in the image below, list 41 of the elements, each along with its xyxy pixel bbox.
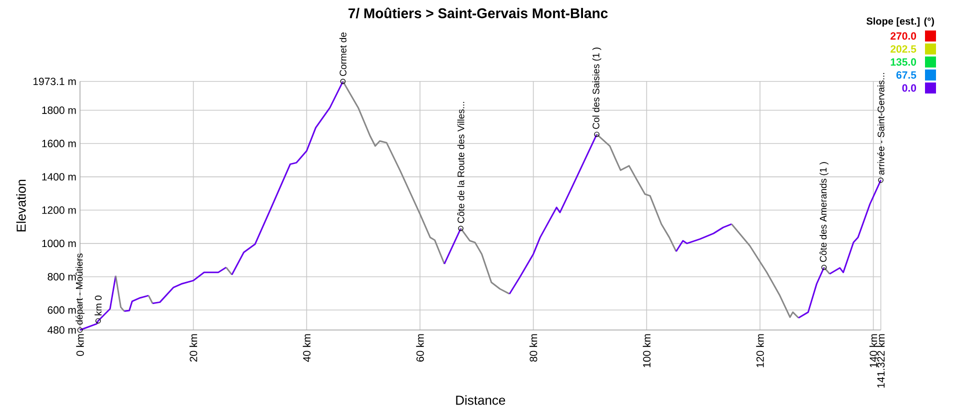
chart-title: 7/ Moûtiers > Saint-Gervais Mont-Blanc xyxy=(348,8,608,18)
y-tick-label: 600 m xyxy=(48,306,76,314)
line-series xyxy=(730,223,800,319)
text: 202.5 xyxy=(890,45,916,53)
line-series xyxy=(152,266,227,304)
y-tick-label: 1200 m xyxy=(42,206,76,214)
y-axis-title: Elevation xyxy=(16,180,26,232)
y-tick-label: 480 m xyxy=(48,326,76,334)
x-tick-label: 20 km xyxy=(189,334,198,362)
line-series xyxy=(342,80,446,265)
text: 67.5 xyxy=(896,71,916,79)
x-tick-label: 140 km xyxy=(869,334,878,368)
y-tick-label: 1000 m xyxy=(42,240,76,248)
y-tick-label: 1973.1 m xyxy=(33,78,76,86)
text: 0.0 xyxy=(902,84,916,92)
y-tick-label: 1600 m xyxy=(42,140,76,148)
x-tick-label: 141.322 km xyxy=(876,334,885,388)
text: 270.0 xyxy=(890,32,916,40)
y-tick-label: 1400 m xyxy=(42,173,76,181)
y-tick-label: 800 m xyxy=(48,273,76,280)
x-axis-title: Distance xyxy=(456,395,506,405)
line-series xyxy=(596,134,677,252)
x-tick-label: 0 km xyxy=(76,334,84,356)
annotation: arrivée - Saint-Gervais... xyxy=(877,73,884,175)
annotation: km 0 xyxy=(94,296,102,316)
x-tick-label: 100 km xyxy=(642,334,651,368)
annotation: Côte de la Route des Villes... xyxy=(457,102,464,223)
x-tick-label: 60 km xyxy=(416,334,424,362)
annotation: Cormet de xyxy=(339,32,346,76)
x-tick-label: 120 km xyxy=(756,334,764,368)
x-tick-label: 80 km xyxy=(529,334,538,362)
line-series xyxy=(460,228,510,295)
line-series xyxy=(123,294,150,312)
text: 135.0 xyxy=(890,58,916,66)
line-series xyxy=(675,223,732,252)
annotation: Col des Saisies (1 ) xyxy=(592,48,602,129)
x-tick-label: 40 km xyxy=(302,334,311,362)
annotation: départ - Moûtiers xyxy=(76,254,84,325)
text: Slope [est.] (°) xyxy=(866,17,934,27)
y-tick-label: 1800 m xyxy=(42,106,76,114)
annotation: Côte des Amerands (1 ) xyxy=(820,162,828,262)
